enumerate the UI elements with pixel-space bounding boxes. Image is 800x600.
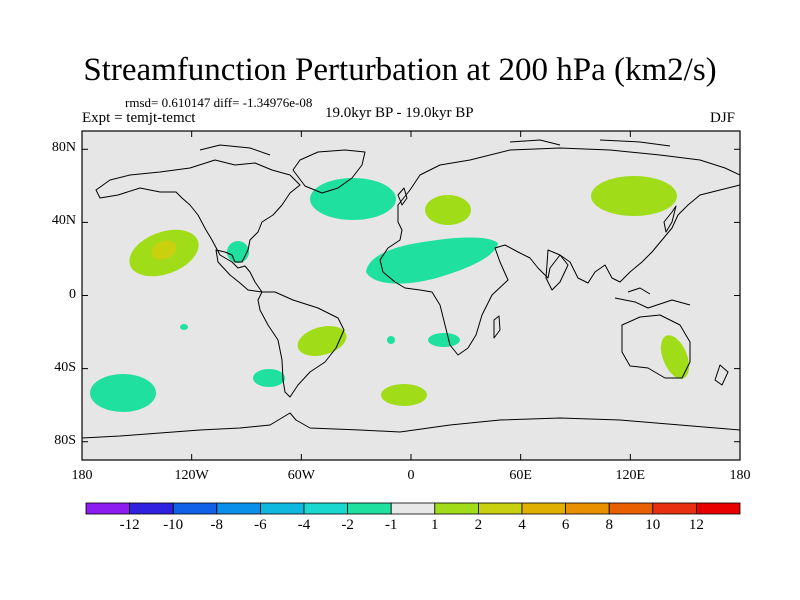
colorbar-swatch xyxy=(347,502,392,515)
lon-label: 120W xyxy=(174,468,209,483)
season-label: DJF xyxy=(710,110,736,126)
colorbar-label: -2 xyxy=(341,517,354,533)
colorbar-label: 4 xyxy=(518,517,526,533)
period-label: 19.0kyr BP - 19.0kyr BP xyxy=(325,105,474,121)
colorbar-label: 12 xyxy=(688,517,704,533)
colorbar-label: 6 xyxy=(561,517,570,533)
colorbar-label: 8 xyxy=(605,517,613,533)
anomaly-north-pacific-core xyxy=(151,240,177,260)
colorbar-swatch xyxy=(608,502,654,515)
plot-title: Streamfunction Perturbation at 200 hPa (… xyxy=(83,52,717,88)
colorbar-swatch xyxy=(259,502,305,515)
colorbar-label: -10 xyxy=(163,517,184,533)
anomaly-tropical-east-pacific xyxy=(180,324,188,330)
coast-india xyxy=(545,249,569,291)
colorbar-swatch xyxy=(477,502,523,515)
colorbar-swatch xyxy=(85,502,130,515)
coastline-layer xyxy=(82,139,740,439)
lon-label: 0 xyxy=(407,468,415,483)
experiment-label: Expt = temjt-temct xyxy=(82,110,196,126)
coast-madagascar xyxy=(493,315,501,339)
coast-north-america xyxy=(95,159,301,293)
colorbar-swatch xyxy=(521,502,566,515)
lat-label: 40S xyxy=(54,359,76,375)
colorbar-label: 10 xyxy=(645,517,661,533)
colorbar-swatch xyxy=(172,502,218,515)
lon-label: 120E xyxy=(615,468,646,483)
lon-label: 60W xyxy=(287,468,315,483)
anomaly-layer xyxy=(90,176,690,412)
colorbar-swatch xyxy=(129,502,174,515)
coast-new-zealand xyxy=(714,364,729,386)
coast-eurasia-africa xyxy=(379,147,740,356)
coast-australia xyxy=(621,314,691,379)
lat-label: 80S xyxy=(54,432,76,448)
anomaly-europe xyxy=(425,195,471,225)
lat-label: 0 xyxy=(69,286,76,302)
anomaly-gulf-of-mexico xyxy=(227,241,249,263)
coast-indonesia xyxy=(614,287,691,309)
colorbar xyxy=(85,502,741,515)
colorbar-swatch xyxy=(652,502,697,515)
colorbar-swatch xyxy=(696,502,741,515)
coast-greenland xyxy=(292,149,366,194)
colorbar-swatch xyxy=(565,502,610,515)
anomaly-tropical-atlantic-islet xyxy=(387,336,395,344)
lon-label: 180 xyxy=(729,468,751,483)
anomaly-south-america-brazil xyxy=(297,326,347,356)
anomaly-south-atlantic-patagonia xyxy=(253,369,285,387)
axis-ticks xyxy=(81,131,741,460)
colorbar-swatch xyxy=(390,502,436,515)
colorbar-swatch xyxy=(434,502,479,515)
colorbar-swatch xyxy=(216,502,261,515)
anomaly-australia xyxy=(660,335,690,379)
colorbar-label: -4 xyxy=(297,517,311,533)
stats-line: rmsd= 0.610147 diff= -1.34976e-08 xyxy=(125,95,313,110)
anomaly-south-atlantic-east xyxy=(381,384,427,406)
lat-label: 80N xyxy=(51,140,76,156)
coast-antarctica xyxy=(82,412,740,439)
lon-label: 180 xyxy=(71,468,93,483)
coast-japan xyxy=(663,205,677,233)
colorbar-label: -6 xyxy=(254,517,267,533)
colorbar-label: 1 xyxy=(431,517,439,533)
anomaly-north-africa-arabia xyxy=(366,237,498,284)
colorbar-swatch xyxy=(303,502,348,515)
lat-label: 40N xyxy=(51,213,76,229)
anomaly-south-pacific-west xyxy=(90,374,156,412)
anomaly-north-atlantic xyxy=(310,178,396,220)
colorbar-label: -12 xyxy=(119,517,140,533)
colorbar-label: 2 xyxy=(474,517,483,533)
coast-south-america xyxy=(257,291,345,398)
coast-british-isles xyxy=(397,187,408,206)
colorbar-label: -1 xyxy=(384,517,398,533)
anomaly-east-asia xyxy=(591,176,677,216)
coast-arctic-islands xyxy=(199,139,671,156)
colorbar-label: -8 xyxy=(210,517,224,533)
anomaly-south-africa xyxy=(428,333,460,347)
lon-label: 60E xyxy=(509,468,532,483)
